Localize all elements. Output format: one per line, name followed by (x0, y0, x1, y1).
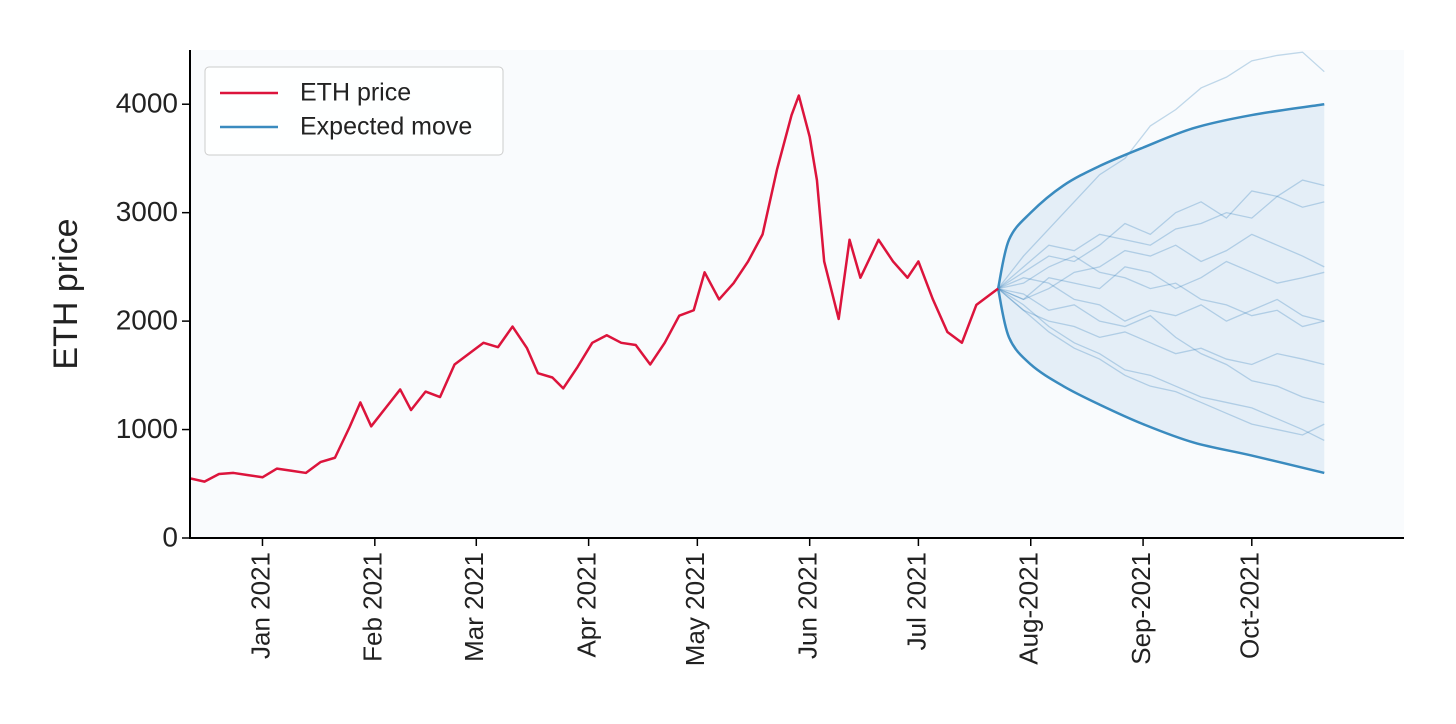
x-tick-label: Feb 2021 (358, 552, 388, 662)
legend-label: Expected move (300, 113, 472, 141)
y-tick-label: 3000 (116, 196, 178, 227)
y-tick-label: 4000 (116, 88, 178, 119)
x-tick-label: Apr 2021 (572, 552, 602, 658)
simulation-path (997, 277, 1325, 322)
x-tick-label: Jul 2021 (901, 552, 931, 650)
x-tick-label: Jun 2021 (793, 552, 823, 659)
x-tick-label: May 2021 (680, 552, 710, 666)
y-axis-label: ETH price (47, 218, 85, 369)
y-tick-label: 1000 (116, 413, 178, 444)
simulation-path (997, 287, 1325, 404)
simulation-path (997, 255, 1325, 328)
simulation-path (997, 179, 1325, 290)
simulation-path (997, 233, 1325, 301)
simulation-path (997, 260, 1325, 301)
expected-move-upper (996, 102, 1325, 289)
expected-move-band (998, 104, 1325, 473)
legend-label: ETH price (300, 79, 411, 107)
price-line (190, 94, 999, 483)
simulation-path (997, 288, 1325, 436)
expected-move-lower (996, 288, 1325, 475)
simulation-path (997, 190, 1325, 290)
x-tick-label: Sep-2021 (1126, 552, 1156, 665)
simulation-path (997, 288, 1325, 366)
x-tick-label: Jan 2021 (245, 552, 275, 659)
legend: ETH price Expected move (204, 66, 504, 156)
legend-box (204, 66, 504, 156)
x-tick-label: Aug-2021 (1014, 552, 1044, 665)
x-tick-label: Oct-2021 (1235, 552, 1265, 659)
x-tick-label: Mar 2021 (459, 552, 489, 662)
plot-area (190, 51, 1325, 483)
y-tick-label: 2000 (116, 305, 178, 336)
simulation-path (997, 51, 1325, 289)
y-tick-label: 0 (162, 521, 178, 552)
simulation-path (997, 288, 1325, 441)
